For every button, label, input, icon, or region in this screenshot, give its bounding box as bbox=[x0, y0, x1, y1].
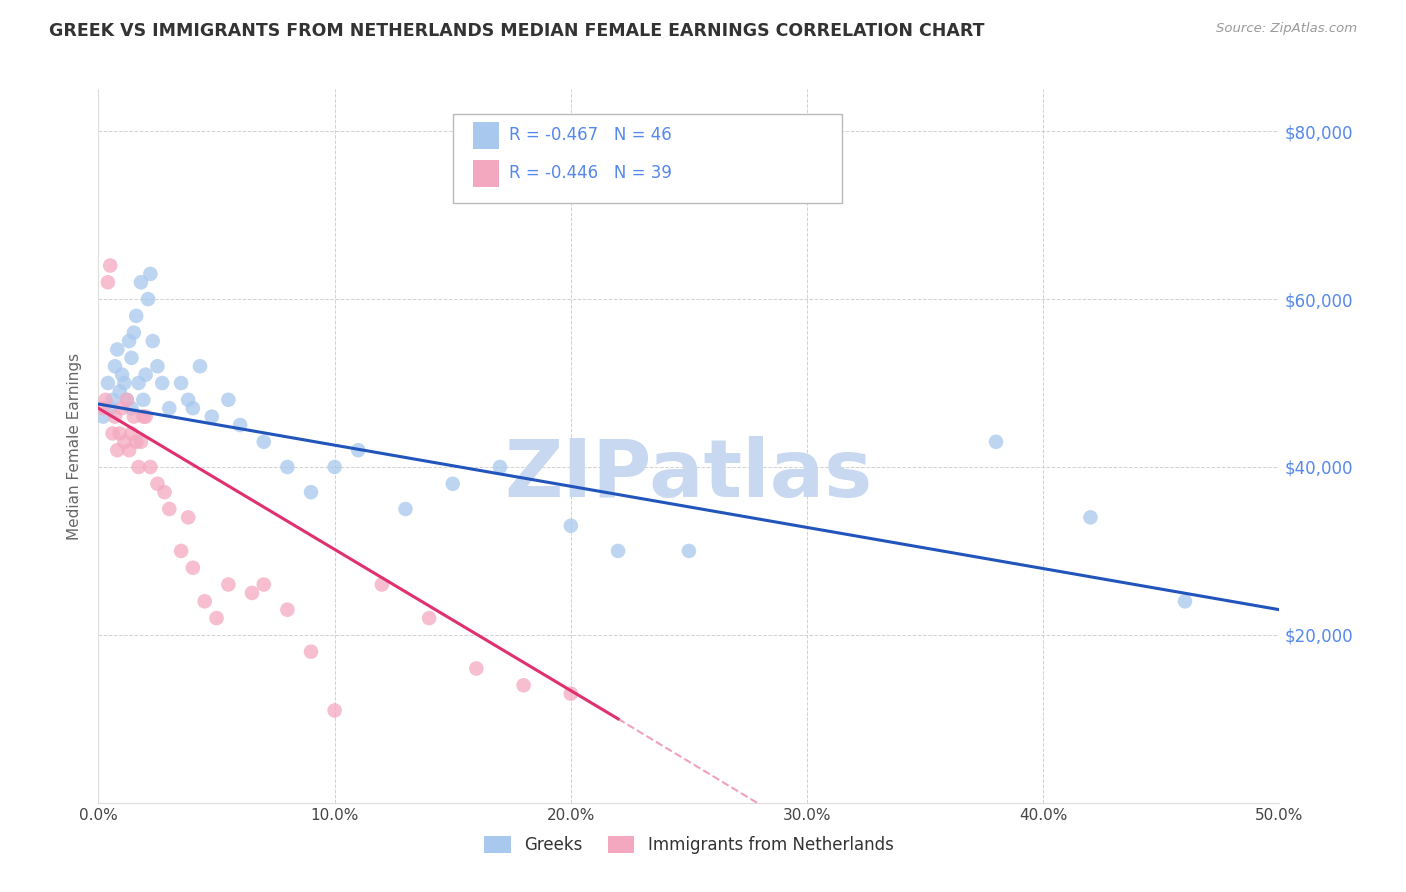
Point bbox=[1080, 510, 1102, 524]
Point bbox=[217, 392, 239, 407]
Y-axis label: Median Female Earnings: Median Female Earnings bbox=[67, 352, 83, 540]
Point bbox=[984, 434, 1007, 449]
Point bbox=[121, 426, 143, 441]
Point bbox=[139, 267, 162, 281]
Point bbox=[104, 359, 127, 374]
Point bbox=[104, 409, 127, 424]
Point bbox=[118, 443, 141, 458]
Point bbox=[560, 687, 582, 701]
Point bbox=[217, 577, 239, 591]
Point bbox=[560, 518, 582, 533]
Text: ZIPatlas: ZIPatlas bbox=[505, 435, 873, 514]
Point bbox=[489, 460, 512, 475]
Text: GREEK VS IMMIGRANTS FROM NETHERLANDS MEDIAN FEMALE EARNINGS CORRELATION CHART: GREEK VS IMMIGRANTS FROM NETHERLANDS MED… bbox=[49, 22, 984, 40]
Point bbox=[122, 326, 145, 340]
Point bbox=[512, 678, 534, 692]
Point bbox=[91, 409, 114, 424]
Point bbox=[465, 661, 488, 675]
Point bbox=[101, 392, 124, 407]
Point bbox=[157, 401, 180, 416]
Point bbox=[170, 376, 193, 390]
Point bbox=[132, 409, 155, 424]
Point bbox=[323, 703, 346, 717]
Point bbox=[441, 476, 464, 491]
Legend: Greeks, Immigrants from Netherlands: Greeks, Immigrants from Netherlands bbox=[477, 828, 901, 863]
Point bbox=[111, 401, 134, 416]
FancyBboxPatch shape bbox=[472, 160, 499, 186]
Point bbox=[607, 544, 630, 558]
Point bbox=[112, 376, 135, 390]
Point bbox=[101, 426, 124, 441]
Point bbox=[394, 502, 416, 516]
FancyBboxPatch shape bbox=[453, 114, 842, 203]
Point bbox=[229, 417, 252, 432]
Point bbox=[97, 275, 120, 289]
Point bbox=[181, 560, 204, 574]
Text: R = -0.446   N = 39: R = -0.446 N = 39 bbox=[509, 164, 672, 182]
Point bbox=[139, 460, 162, 475]
Point bbox=[201, 409, 224, 424]
Point bbox=[240, 586, 263, 600]
Point bbox=[205, 611, 228, 625]
Point bbox=[111, 368, 134, 382]
Point bbox=[418, 611, 440, 625]
Point bbox=[299, 485, 322, 500]
Point bbox=[97, 376, 120, 390]
Point bbox=[170, 544, 193, 558]
Point bbox=[1174, 594, 1197, 608]
FancyBboxPatch shape bbox=[472, 122, 499, 149]
Point bbox=[98, 401, 121, 416]
Point bbox=[129, 275, 152, 289]
Point bbox=[108, 426, 131, 441]
Point bbox=[125, 309, 148, 323]
Point bbox=[135, 409, 157, 424]
Point bbox=[371, 577, 394, 591]
Point bbox=[323, 460, 346, 475]
Point bbox=[105, 343, 128, 357]
Point bbox=[157, 502, 180, 516]
Point bbox=[150, 376, 173, 390]
Point bbox=[125, 434, 148, 449]
Point bbox=[253, 434, 276, 449]
Point bbox=[129, 434, 152, 449]
Point bbox=[188, 359, 211, 374]
Point bbox=[122, 409, 145, 424]
Point bbox=[153, 485, 176, 500]
Point bbox=[128, 460, 150, 475]
Point bbox=[146, 359, 169, 374]
Point bbox=[121, 351, 143, 365]
Point bbox=[128, 376, 150, 390]
Point bbox=[146, 476, 169, 491]
Text: R = -0.467   N = 46: R = -0.467 N = 46 bbox=[509, 127, 672, 145]
Point bbox=[299, 645, 322, 659]
Point bbox=[112, 434, 135, 449]
Point bbox=[98, 259, 121, 273]
Point bbox=[105, 443, 128, 458]
Point bbox=[108, 384, 131, 399]
Point bbox=[678, 544, 700, 558]
Point bbox=[115, 392, 138, 407]
Text: Source: ZipAtlas.com: Source: ZipAtlas.com bbox=[1216, 22, 1357, 36]
Point bbox=[115, 392, 138, 407]
Point bbox=[253, 577, 276, 591]
Point bbox=[177, 510, 200, 524]
Point bbox=[135, 368, 157, 382]
Point bbox=[136, 292, 159, 306]
Point bbox=[132, 392, 155, 407]
Point bbox=[142, 334, 165, 348]
Point bbox=[276, 603, 298, 617]
Point bbox=[121, 401, 143, 416]
Point bbox=[194, 594, 217, 608]
Point bbox=[91, 401, 114, 416]
Point bbox=[181, 401, 204, 416]
Point bbox=[118, 334, 141, 348]
Point bbox=[347, 443, 370, 458]
Point bbox=[276, 460, 298, 475]
Point bbox=[94, 392, 117, 407]
Point bbox=[177, 392, 200, 407]
